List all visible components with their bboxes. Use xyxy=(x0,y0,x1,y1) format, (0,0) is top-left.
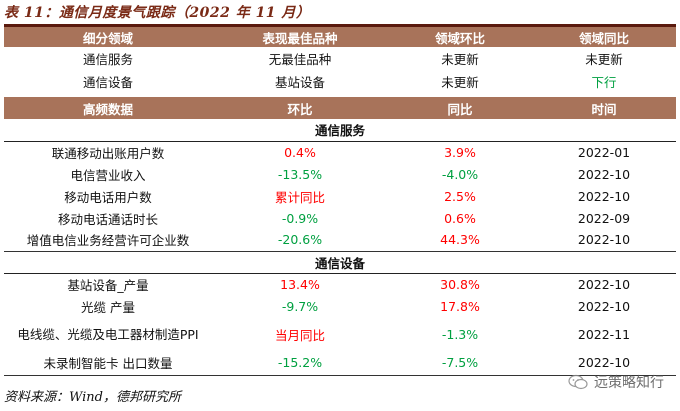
summary-table: 细分领域 表现最佳品种 领域环比 领域同比 通信服务 无最佳品种 未更新 未更新… xyxy=(4,27,676,93)
detail-header-time: 时间 xyxy=(532,97,676,119)
time-value: 2022-09 xyxy=(577,210,631,226)
summary-yoy: 未更新 xyxy=(585,52,623,67)
table-title: 表 11：通信月度景气跟踪（2022 年 11 月） xyxy=(4,5,311,21)
mom-value: 13.4% xyxy=(280,276,320,292)
indicator-name: 电信营业收入 xyxy=(70,167,146,183)
indicator-name: 基站设备_产量 xyxy=(67,277,149,293)
data-row: 电线缆、光缆及电工器材制造PPI 当月同比 -1.3% 2022-11 xyxy=(4,317,676,351)
wechat-icon xyxy=(568,374,588,390)
title-rule xyxy=(4,24,676,27)
source-note: 资料来源：Wind，德邦研究所 xyxy=(4,390,181,405)
data-row: 联通移动出账用户数 0.4% 3.9% 2022-01 xyxy=(4,141,676,163)
detail-table: 高频数据 环比 同比 时间 通信服务 联通移动出账用户数 0.4% 3.9% 2… xyxy=(4,97,676,376)
detail-header-mom: 环比 xyxy=(212,97,388,119)
summary-best: 无最佳品种 xyxy=(268,52,332,67)
summary-header-best: 表现最佳品种 xyxy=(212,27,388,47)
summary-mom: 未更新 xyxy=(441,75,479,90)
detail-header-name: 高频数据 xyxy=(4,97,212,119)
indicator-name: 增值电信业务经营许可企业数 xyxy=(4,229,212,252)
summary-mom: 未更新 xyxy=(441,52,479,67)
mom-value: -0.9% xyxy=(281,210,319,226)
section-title: 通信服务 xyxy=(4,119,676,142)
time-value: 2022-10 xyxy=(532,351,676,376)
mom-value: 0.4% xyxy=(284,144,316,160)
summary-header-row: 细分领域 表现最佳品种 领域环比 领域同比 xyxy=(4,27,676,47)
yoy-value: -1.3% xyxy=(441,326,479,342)
mom-value: -13.5% xyxy=(277,166,323,182)
data-row: 基站设备_产量 13.4% 30.8% 2022-10 xyxy=(4,273,676,295)
yoy-value: 17.8% xyxy=(440,298,480,314)
summary-field: 通信设备 xyxy=(82,75,133,90)
yoy-value: 2.5% xyxy=(444,188,476,204)
mom-value: 累计同比 xyxy=(274,189,325,205)
summary-row: 通信设备 基站设备 未更新 下行 xyxy=(4,70,676,93)
yoy-value: 0.6% xyxy=(444,210,476,226)
mom-value: -9.7% xyxy=(281,298,319,314)
yoy-value: 44.3% xyxy=(388,229,532,252)
summary-best: 基站设备 xyxy=(274,75,325,90)
yoy-value: -4.0% xyxy=(441,166,479,182)
summary-yoy: 下行 xyxy=(591,75,617,90)
time-value: 2022-01 xyxy=(577,144,631,160)
section-row: 通信服务 xyxy=(4,119,676,142)
detail-header-yoy: 同比 xyxy=(388,97,532,119)
yoy-value: -7.5% xyxy=(388,351,532,376)
data-row: 电信营业收入 -13.5% -4.0% 2022-10 xyxy=(4,163,676,185)
yoy-value: 30.8% xyxy=(440,276,480,292)
mom-value: 当月同比 xyxy=(274,327,325,343)
section-row: 通信设备 xyxy=(4,251,676,274)
time-value: 2022-10 xyxy=(532,229,676,252)
data-row: 移动电话通话时长 -0.9% 0.6% 2022-09 xyxy=(4,207,676,229)
indicator-name: 联通移动出账用户数 xyxy=(51,145,165,161)
data-row: 移动电话用户数 累计同比 2.5% 2022-10 xyxy=(4,185,676,207)
time-value: 2022-11 xyxy=(577,326,631,342)
watermark: 远策略知行 xyxy=(568,372,664,392)
section-title: 通信设备 xyxy=(4,251,676,274)
yoy-value: 3.9% xyxy=(444,144,476,160)
data-row: 光缆 产量 -9.7% 17.8% 2022-10 xyxy=(4,295,676,317)
time-value: 2022-10 xyxy=(577,276,631,292)
data-row: 未录制智能卡 出口数量 -15.2% -7.5% 2022-10 xyxy=(4,351,676,376)
watermark-text: 远策略知行 xyxy=(594,375,664,391)
data-row: 增值电信业务经营许可企业数 -20.6% 44.3% 2022-10 xyxy=(4,229,676,252)
summary-header-field: 细分领域 xyxy=(4,27,212,47)
mom-value: -20.6% xyxy=(212,229,388,252)
time-value: 2022-10 xyxy=(577,188,631,204)
mom-value: -15.2% xyxy=(212,351,388,376)
detail-header-row: 高频数据 环比 同比 时间 xyxy=(4,97,676,119)
summary-header-yoy: 领域同比 xyxy=(532,27,676,47)
time-value: 2022-10 xyxy=(577,298,631,314)
indicator-name: 未录制智能卡 出口数量 xyxy=(4,351,212,376)
indicator-name: 移动电话用户数 xyxy=(64,189,152,205)
summary-row: 通信服务 无最佳品种 未更新 未更新 xyxy=(4,47,676,70)
indicator-name: 电线缆、光缆及电工器材制造PPI xyxy=(17,326,199,342)
summary-field: 通信服务 xyxy=(82,52,133,67)
indicator-name: 光缆 产量 xyxy=(81,299,135,315)
indicator-name: 移动电话通话时长 xyxy=(57,211,158,227)
summary-header-mom: 领域环比 xyxy=(388,27,532,47)
time-value: 2022-10 xyxy=(577,166,631,182)
